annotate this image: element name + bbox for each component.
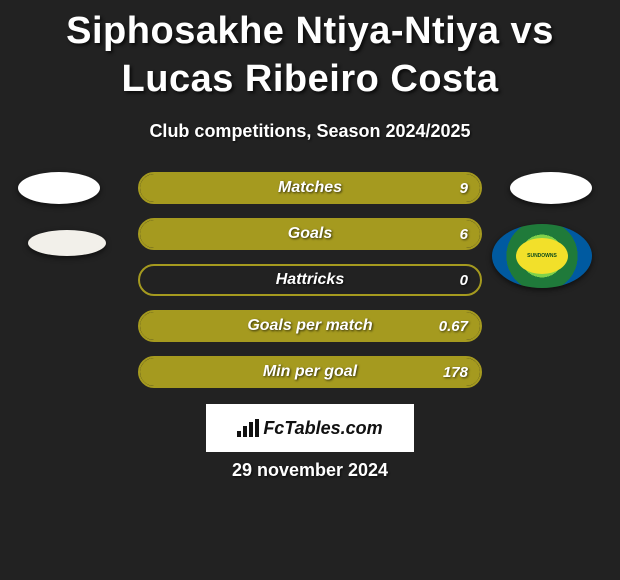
stat-row-goals: Goals 6 xyxy=(138,218,482,250)
subtitle: Club competitions, Season 2024/2025 xyxy=(0,121,620,142)
footer-date: 29 november 2024 xyxy=(0,460,620,481)
stat-value-right: 178 xyxy=(443,358,468,386)
stat-value-right: 0 xyxy=(460,266,468,294)
stat-row-matches: Matches 9 xyxy=(138,172,482,204)
stat-label: Goals per match xyxy=(140,312,480,340)
brand-box[interactable]: FcTables.com xyxy=(206,404,414,452)
stat-label: Hattricks xyxy=(140,266,480,294)
stat-row-min-per-goal: Min per goal 178 xyxy=(138,356,482,388)
bars-icon xyxy=(237,419,259,437)
stat-label: Min per goal xyxy=(140,358,480,386)
stat-value-right: 9 xyxy=(460,174,468,202)
stats-container: Matches 9 Goals 6 Hattricks 0 Goals per … xyxy=(0,172,620,402)
stat-row-goals-per-match: Goals per match 0.67 xyxy=(138,310,482,342)
stat-label: Matches xyxy=(140,174,480,202)
stat-value-right: 0.67 xyxy=(439,312,468,340)
stat-value-right: 6 xyxy=(460,220,468,248)
brand-text: FcTables.com xyxy=(263,418,382,439)
stat-label: Goals xyxy=(140,220,480,248)
stat-row-hattricks: Hattricks 0 xyxy=(138,264,482,296)
page-title: Siphosakhe Ntiya-Ntiya vs Lucas Ribeiro … xyxy=(0,0,620,103)
